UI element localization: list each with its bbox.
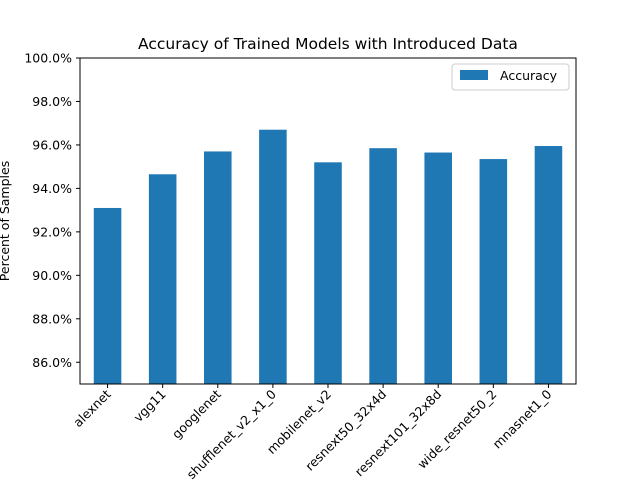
bar-resnext50_32x4d: [369, 148, 397, 384]
y-tick-label: 86.0%: [32, 355, 72, 370]
y-tick-label: 98.0%: [32, 94, 72, 109]
x-tick-label-shufflenet_v2_x1_0: shufflenet_v2_x1_0: [184, 386, 280, 480]
y-axis: 86.0% 88.0% 90.0% 92.0% 94.0% 96.0% 98.0% 100.0…: [24, 51, 80, 370]
y-tick-label: 100.0%: [24, 51, 72, 66]
legend: Accuracy: [451, 63, 570, 91]
y-tick-label: 92.0%: [32, 224, 72, 239]
x-tick-label-googlenet: googlenet: [169, 386, 224, 441]
bar-wide_resnet50_2: [479, 159, 508, 384]
y-axis-label: Percent of Samples: [0, 161, 12, 281]
bar-resnext101_32x8d: [424, 152, 452, 384]
y-tick-label: 94.0%: [32, 181, 72, 196]
chart-title: Accuracy of Trained Models with Introduc…: [138, 35, 518, 53]
bar-shufflenet_v2_x1_0: [259, 129, 287, 384]
legend-label: Accuracy: [500, 68, 558, 83]
bar-mobilenet_v2: [314, 162, 342, 384]
y-tick-label: 90.0%: [32, 268, 72, 283]
bar-mnasnet1_0: [534, 146, 563, 384]
legend-swatch: [460, 70, 488, 80]
bars-group: [93, 129, 563, 384]
bar-alexnet: [93, 207, 122, 384]
y-tick-label: 88.0%: [32, 311, 72, 326]
y-tick-label: 96.0%: [32, 137, 72, 152]
x-tick-label-mnasnet1_0: mnasnet1_0: [490, 386, 555, 451]
x-tick-label-alexnet: alexnet: [70, 386, 114, 430]
bar-vgg11: [148, 174, 177, 384]
bar-googlenet: [204, 151, 232, 384]
plot-frame: [79, 57, 577, 385]
x-tick-label-vgg11: vgg11: [130, 387, 168, 425]
